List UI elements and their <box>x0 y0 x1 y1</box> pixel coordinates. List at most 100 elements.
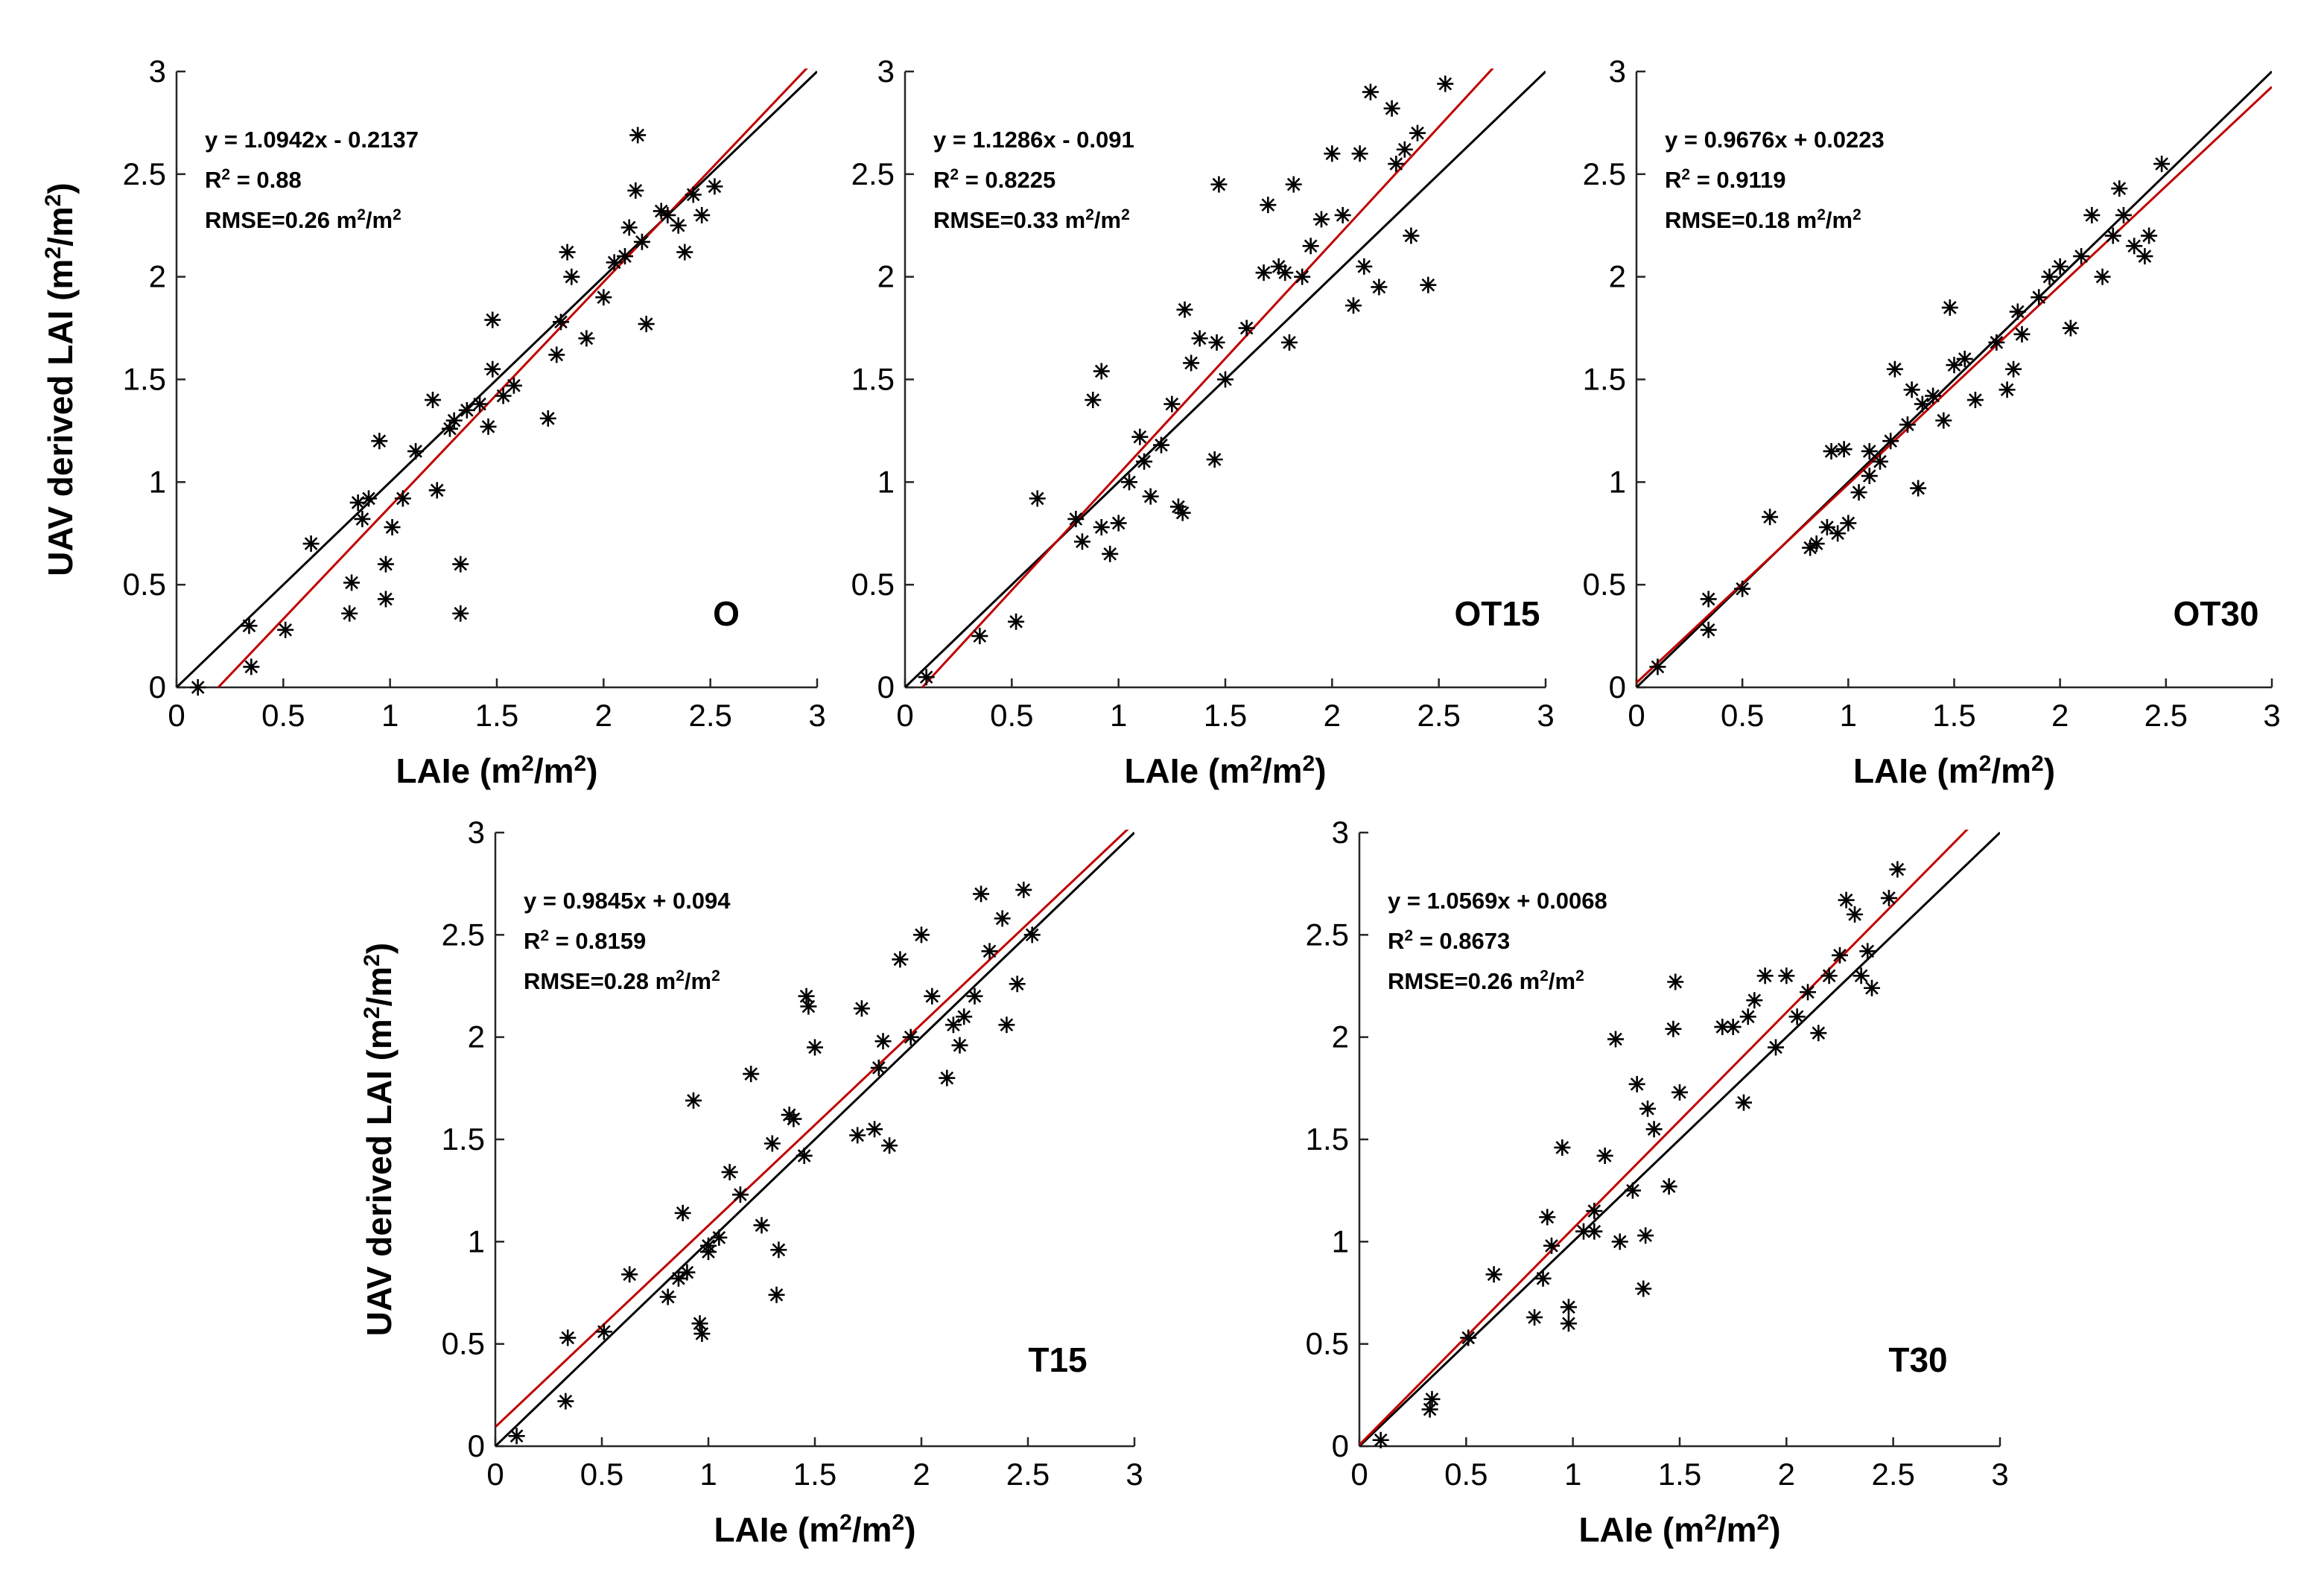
y-axis-label-unit-m: m <box>41 206 80 237</box>
data-point <box>1388 156 1404 172</box>
data-point <box>2141 228 2157 244</box>
data-point <box>484 312 501 328</box>
data-point <box>800 998 816 1014</box>
rmse-unit: /m <box>685 968 711 994</box>
y-axis-label-unit-sup: 2 <box>41 246 66 259</box>
rmse-value: RMSE=0.28 m <box>524 968 676 994</box>
y-axis-label-text: / <box>360 997 399 1007</box>
data-point <box>1420 277 1436 293</box>
data-point <box>676 244 693 261</box>
data-point <box>343 574 360 591</box>
data-point <box>1882 433 1899 449</box>
data-point <box>1671 1084 1688 1101</box>
y-tick-label: 1.5 <box>1583 362 1626 397</box>
data-point <box>1635 1281 1651 1297</box>
data-point <box>769 1287 785 1303</box>
panel-label: OT30 <box>2173 594 2258 633</box>
rmse-annotation: RMSE=0.26 m2/m2 <box>1388 967 1584 995</box>
x-tick-label: 1.5 <box>475 698 518 733</box>
data-point <box>875 1033 892 1049</box>
x-tick-label: 1 <box>381 698 399 733</box>
rmse-unit-sup: 2 <box>1575 967 1584 984</box>
data-point <box>1397 141 1413 158</box>
data-point <box>918 669 935 685</box>
x-tick-label: 1.5 <box>1932 698 1975 733</box>
data-point <box>1935 413 1952 429</box>
data-point <box>1313 211 1330 227</box>
data-point <box>1847 906 1863 923</box>
r-squared-value: = 0.9119 <box>1690 167 1785 193</box>
data-point <box>956 1008 972 1025</box>
data-point <box>1217 372 1234 388</box>
data-point <box>1665 1021 1681 1037</box>
data-point <box>743 1066 759 1082</box>
data-point <box>1746 992 1762 1008</box>
r-squared-sup: 2 <box>950 166 959 183</box>
data-point <box>1823 443 1840 459</box>
x-tick-label: 0.5 <box>1721 698 1764 733</box>
r-squared-value: = 0.8225 <box>959 167 1055 193</box>
data-point <box>1136 454 1152 470</box>
y-tick-label: 2.5 <box>442 917 485 952</box>
y-tick-label: 3 <box>149 54 166 89</box>
x-axis-label-text: ) <box>904 1510 915 1549</box>
data-point <box>913 926 930 943</box>
data-point <box>1209 334 1225 351</box>
x-axis-label-unit-sup: 2 <box>1757 1510 1770 1535</box>
data-point <box>982 943 998 959</box>
data-point <box>903 1029 919 1046</box>
data-point <box>1210 176 1227 193</box>
data-point <box>1345 297 1362 314</box>
data-point <box>1384 101 1400 117</box>
data-point <box>1561 1315 1577 1332</box>
y-axis-label-unit-m: m <box>360 967 399 997</box>
data-point <box>484 361 501 378</box>
y-tick-label: 0.5 <box>851 567 895 602</box>
y-tick-label: 0.5 <box>1583 567 1626 602</box>
r-squared-symbol: R <box>1665 167 1681 193</box>
rmse-unit-sup: 2 <box>357 206 366 223</box>
data-point <box>452 556 469 573</box>
data-point <box>1904 381 1920 398</box>
data-point <box>1256 264 1272 281</box>
data-point <box>2005 361 2022 378</box>
data-point <box>1778 967 1794 984</box>
data-point <box>378 591 394 607</box>
data-point <box>1864 980 1880 996</box>
data-point <box>1561 1299 1577 1315</box>
x-tick-label: 2 <box>595 698 612 733</box>
data-point <box>1629 1076 1645 1092</box>
data-point <box>679 1265 695 1281</box>
data-point <box>785 1111 801 1127</box>
x-axis-label-unit-m: m <box>1219 751 1250 790</box>
x-axis-label-unit-m: m <box>1727 1510 1757 1549</box>
data-point <box>2136 248 2153 264</box>
data-point <box>371 433 387 449</box>
x-tick-label: 0.5 <box>261 698 305 733</box>
data-point <box>480 419 497 435</box>
rmse-annotation: RMSE=0.33 m2/m2 <box>933 206 1130 234</box>
data-point <box>621 1266 638 1282</box>
data-point <box>1988 334 2004 351</box>
y-axis-label: UAV derived LAI (m2/m2) <box>41 182 80 576</box>
data-point <box>1649 658 1666 675</box>
data-point <box>675 1205 691 1221</box>
data-point <box>1163 396 1180 413</box>
data-point <box>1356 258 1372 275</box>
data-point <box>509 1428 525 1444</box>
panel-label: T30 <box>1888 1340 1947 1379</box>
data-point <box>1597 1148 1613 1164</box>
data-point <box>303 535 320 552</box>
x-tick-label: 1 <box>1840 698 1857 733</box>
y-axis-label-unit-m: m <box>41 259 80 290</box>
x-axis-label-text: / <box>852 1510 862 1549</box>
y-tick-label: 1 <box>1609 464 1626 499</box>
data-point <box>1526 1309 1543 1326</box>
data-point <box>1840 515 1856 531</box>
data-point <box>1637 1227 1654 1244</box>
y-tick-label: 1.5 <box>1306 1122 1349 1157</box>
data-point <box>1207 451 1223 468</box>
y-tick-label: 2 <box>1332 1019 1349 1054</box>
data-point <box>711 1230 727 1246</box>
data-point <box>2063 320 2079 337</box>
